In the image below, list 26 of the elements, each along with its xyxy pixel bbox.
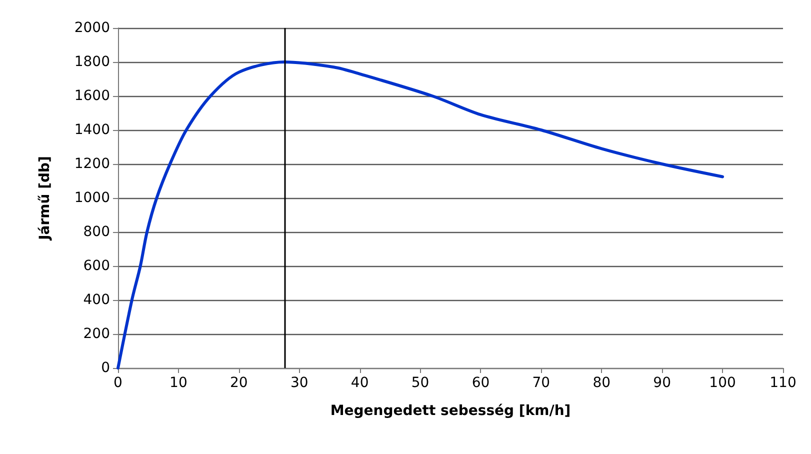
x-axis-title: Megengedett sebesség [km/h] [330,403,571,419]
x-tick-label: 90 [653,375,672,391]
x-tick-label: 40 [350,375,369,391]
y-tick-label: 0 [101,360,110,376]
y-axis-title: Jármű [db] [37,156,53,241]
x-tick-label: 70 [532,375,550,391]
x-tick-label: 10 [170,375,188,391]
x-tick-label: 80 [592,375,611,391]
x-tick-label: 30 [290,375,308,391]
y-tick-label: 800 [83,224,110,240]
y-tick-label: 1000 [74,190,110,206]
y-tick-label: 600 [83,258,110,274]
x-tick-label: 50 [411,375,430,391]
y-tick-label: 1800 [74,54,110,70]
x-tick-label: 110 [770,375,796,391]
y-tick-label: 1400 [74,122,110,138]
y-tick-label: 2000 [74,20,110,36]
x-tick-label: 60 [472,375,490,391]
y-tick-label: 400 [83,292,110,308]
line-series [116,60,724,370]
y-tick-label: 1600 [74,88,110,104]
x-tick-label: 0 [114,375,122,391]
x-tick-label: 20 [230,375,248,391]
x-tick-label: 100 [709,375,736,391]
y-tick-label: 200 [83,326,110,342]
y-tick-label: 1200 [74,156,110,172]
